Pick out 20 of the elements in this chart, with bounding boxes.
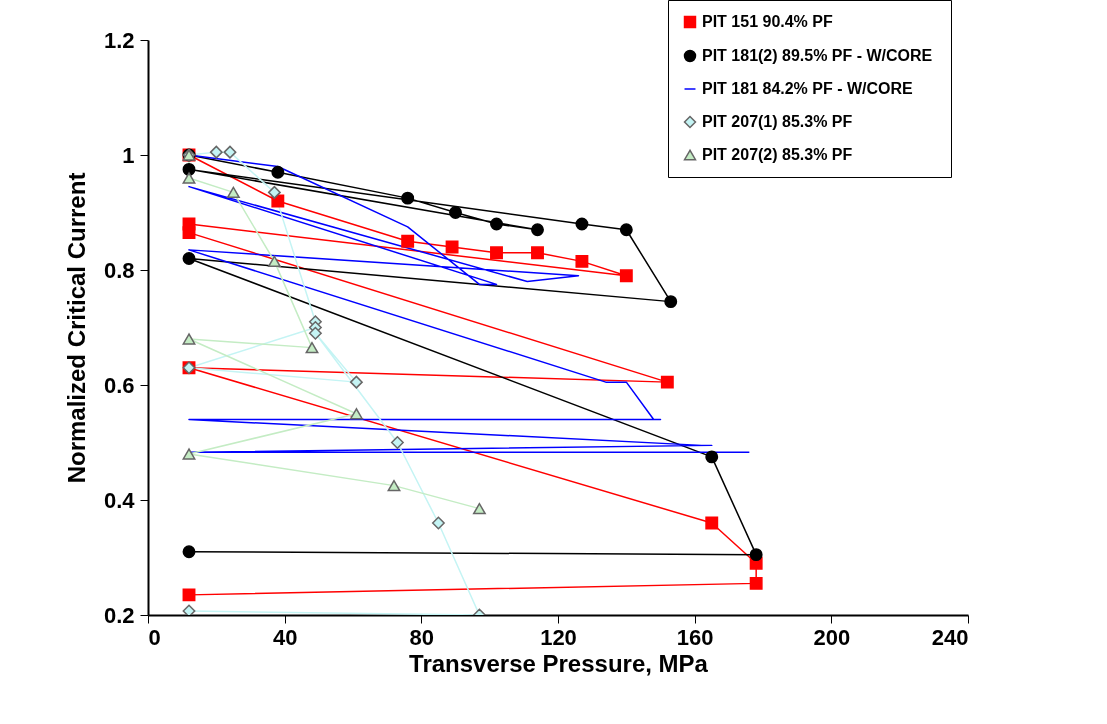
y-tick-label: 1 [122,142,135,168]
x-tick-label: 120 [540,624,577,650]
x-tick-label: 240 [931,624,969,650]
legend-label: PIT 151 90.4% PF [702,13,833,30]
y-tick-label: 0.2 [103,602,135,628]
legend-label: PIT 181 84.2% PF - W/CORE [702,80,914,97]
legend-label: PIT 207(1) 85.3% PF [702,113,853,130]
y-tick-label: 1.2 [103,27,135,53]
y-tick-label: 0.6 [103,372,135,398]
y-tick-label: 0.8 [103,257,135,283]
y-tick-label: 0.4 [103,487,136,513]
x-tick-label: 0 [148,624,161,650]
x-tick-label: 40 [272,624,298,650]
legend-label: PIT 181(2) 89.5% PF - W/CORE [702,47,933,64]
legend-label: PIT 207(2) 85.3% PF [702,146,853,163]
x-tick-label: 80 [409,624,435,650]
x-tick-label: 200 [813,624,851,650]
x-axis-title: Transverse Pressure, MPa [409,649,709,677]
x-tick-label: 160 [676,624,714,650]
y-axis-title: Normalized Critical Current [62,172,90,484]
